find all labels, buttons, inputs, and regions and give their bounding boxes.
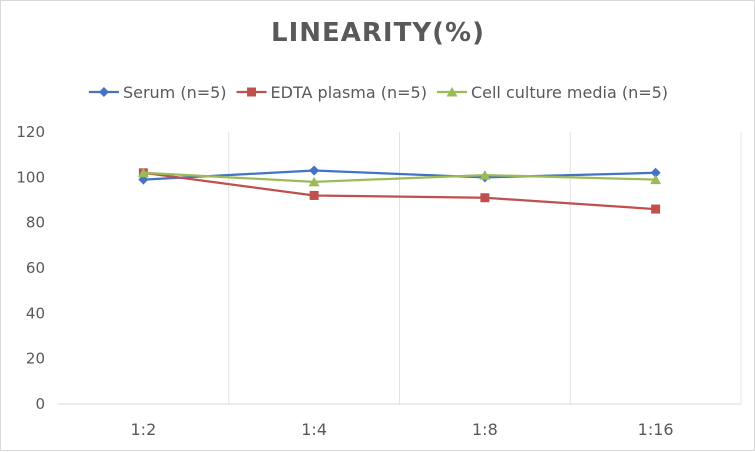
y-tick-label: 100 <box>16 168 45 186</box>
y-axis: 0 20 40 60 80 100 120 <box>16 123 45 413</box>
legend-label: EDTA plasma (n=5) <box>271 83 427 102</box>
legend-marker <box>247 87 257 97</box>
y-tick-label: 20 <box>26 350 45 368</box>
legend-marker <box>98 87 109 97</box>
x-tick-label: 1:2 <box>131 420 157 439</box>
series-line <box>143 171 656 183</box>
legend-item: Serum (n=5) <box>88 83 227 102</box>
data-point <box>137 167 149 178</box>
data-point <box>309 190 319 200</box>
legend: Serum (n=5) EDTA plasma (n=5) Cell culture… <box>88 83 668 102</box>
data-point <box>651 204 661 214</box>
series-group <box>137 165 662 214</box>
legend-item: EDTA plasma (n=5) <box>236 83 427 102</box>
legend-label: Cell culture media (n=5) <box>471 83 668 102</box>
legend-label: Serum (n=5) <box>123 83 227 102</box>
y-tick-label: 80 <box>26 214 45 232</box>
series-line <box>143 169 656 181</box>
y-tick-label: 60 <box>26 259 45 277</box>
data-point <box>650 167 661 178</box>
legend-item: Cell culture media (n=5) <box>436 83 668 102</box>
series-line <box>143 171 656 211</box>
series-2 <box>137 167 662 187</box>
y-tick-label: 120 <box>16 123 45 141</box>
x-tick-label: 1:4 <box>301 420 327 439</box>
data-point <box>650 174 662 185</box>
y-tick-label: 0 <box>35 395 45 413</box>
legend-marker <box>446 87 458 97</box>
data-point <box>308 176 320 187</box>
data-point <box>479 170 491 180</box>
x-tick-label: 1:16 <box>638 420 674 439</box>
x-axis: 1:2 1:4 1:8 1:16 <box>58 403 741 439</box>
y-tick-label: 40 <box>26 304 45 322</box>
x-tick-label: 1:8 <box>472 420 498 439</box>
chart-title: LINEARITY(%) <box>271 18 485 48</box>
data-point <box>309 165 320 176</box>
data-point <box>480 193 490 203</box>
